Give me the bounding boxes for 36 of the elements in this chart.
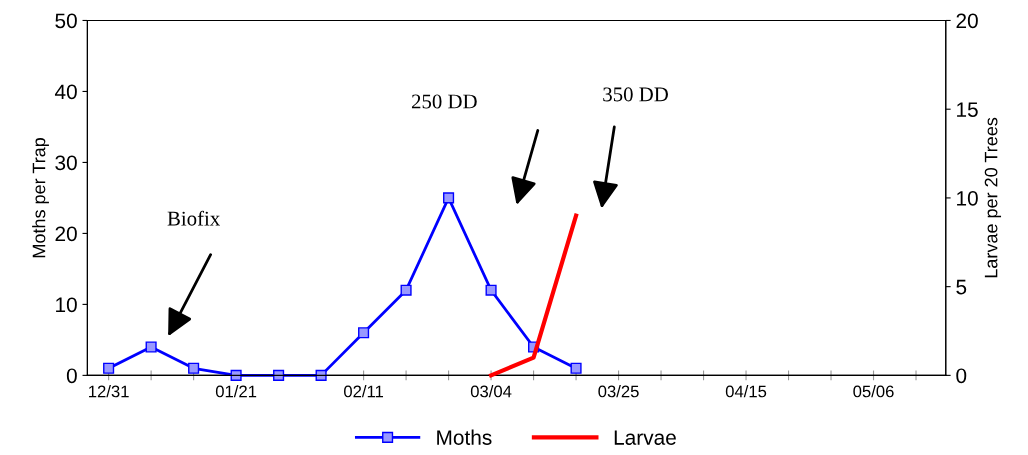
annotation: 250 DD xyxy=(411,94,477,109)
y2-tick-label: 15 xyxy=(957,102,978,117)
y2-tick-label: 0 xyxy=(956,368,967,384)
point xyxy=(400,284,412,296)
point xyxy=(443,192,455,204)
point xyxy=(188,362,200,374)
point xyxy=(358,327,370,339)
point xyxy=(145,341,157,353)
point xyxy=(230,369,242,381)
y2-tick-label: 10 xyxy=(957,190,978,206)
x-tick-label: 02/11 xyxy=(344,385,384,398)
y-axis-title: Moths per Trap xyxy=(32,137,49,258)
point xyxy=(273,369,285,381)
y-tick-label: 20 xyxy=(55,226,77,242)
x-tick-label: 03/25 xyxy=(598,385,639,398)
x-tick-label: 04/15 xyxy=(725,385,767,398)
y-tick-label: 0 xyxy=(66,368,77,384)
x-tick-label: 01/21 xyxy=(215,385,257,398)
x-tick-label: 05/06 xyxy=(853,385,894,398)
x-tick-label: 12/31 xyxy=(89,385,129,398)
y-tick-label: 30 xyxy=(55,155,77,171)
annotation: 350 DD xyxy=(603,87,668,102)
annotation: Biofix xyxy=(167,210,220,226)
point xyxy=(570,362,582,374)
y-tick-label: 40 xyxy=(54,84,77,100)
y2-tick-label: 5 xyxy=(956,279,967,295)
point xyxy=(103,362,115,374)
x-tick-label: 03/04 xyxy=(470,385,512,398)
legend-label: Moths xyxy=(437,429,492,445)
y-tick-label: 10 xyxy=(56,297,77,313)
y2-axis-title: Larvae per 20 Trees xyxy=(984,117,1002,278)
y-tick-label: 50 xyxy=(55,13,77,29)
y2-tick-label: 20 xyxy=(956,13,978,29)
point xyxy=(485,284,497,296)
legend-label: Larvae xyxy=(614,430,676,445)
point xyxy=(315,369,327,381)
